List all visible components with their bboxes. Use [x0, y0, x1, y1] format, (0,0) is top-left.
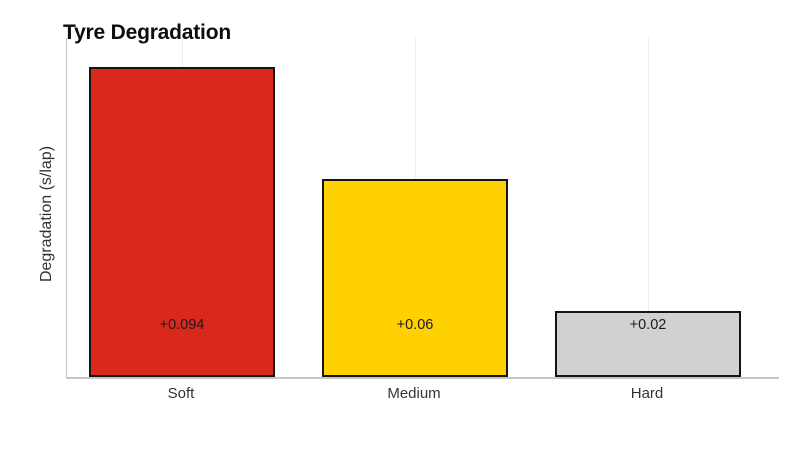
- gridline-hard: [648, 38, 649, 377]
- x-tick-label-soft: Soft: [167, 385, 195, 402]
- bar-value-label-medium: +0.06: [396, 317, 434, 333]
- x-tick-label-hard: Hard: [630, 385, 664, 402]
- bar-soft: [89, 67, 275, 377]
- y-axis-label: Degradation (s/lap): [38, 145, 55, 283]
- x-tick-label-medium: Medium: [387, 385, 441, 402]
- bar-value-label-soft: +0.094: [159, 317, 205, 333]
- bar-medium: [322, 179, 508, 377]
- bar-value-label-hard: +0.02: [629, 317, 667, 333]
- x-axis-labels: Soft Medium Hard: [0, 385, 800, 403]
- bar-hard: [555, 311, 741, 377]
- plot-area: +0.094 +0.06 +0.02: [66, 38, 779, 379]
- chart-title: Tyre Degradation: [63, 21, 231, 44]
